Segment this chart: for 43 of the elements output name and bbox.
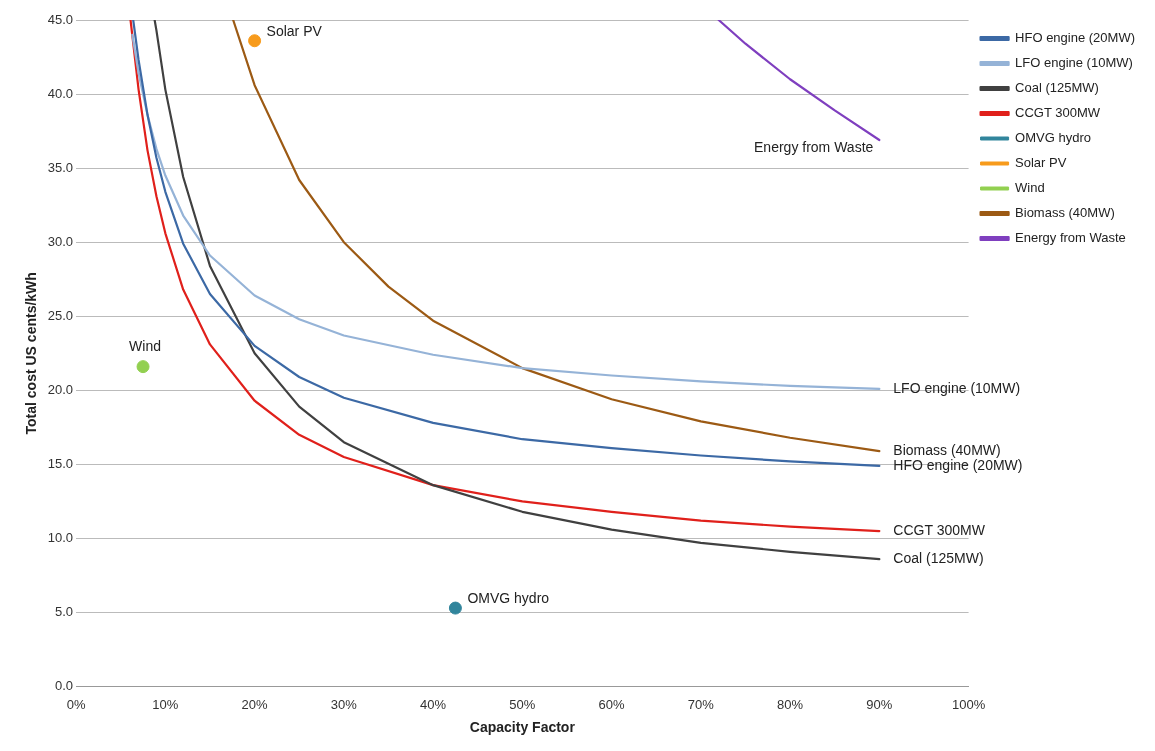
text: CCGT 300MW <box>893 521 985 538</box>
y-tick-label: 30.0 <box>47 233 74 249</box>
x-tick-label: 50% <box>509 696 536 712</box>
y-tick-label: 40.0 <box>47 85 74 101</box>
x-axis-title: Capacity Factor <box>469 719 576 736</box>
x-tick-label: 80% <box>777 696 804 712</box>
x-tick-label: 40% <box>420 696 447 712</box>
text: Solar PV <box>266 22 322 39</box>
y-tick-label: 10.0 <box>47 530 74 546</box>
point <box>448 601 462 615</box>
y-tick-label: 45.0 <box>47 11 74 27</box>
legend-label: HFO engine (20MW) <box>1015 30 1135 46</box>
text: Biomass (40MW) <box>893 441 1001 458</box>
point <box>248 34 262 48</box>
x-tick-label: 30% <box>330 696 358 712</box>
legend-label: Biomass (40MW) <box>1015 205 1115 221</box>
legend-label: LFO engine (10MW) <box>1015 55 1133 71</box>
y-tick-label: 35.0 <box>47 159 74 175</box>
x-tick-label: 90% <box>866 696 893 712</box>
text: Energy from Waste <box>754 138 874 155</box>
x-tick-label: 100% <box>951 696 986 712</box>
x-tick-label: 70% <box>687 696 715 712</box>
y-tick-label: 0.0 <box>55 678 74 694</box>
legend-label: Solar PV <box>1015 155 1067 171</box>
legend-label: OMVG hydro <box>1015 130 1091 146</box>
legend-label: Coal (125MW) <box>1015 80 1099 96</box>
y-tick-label: 20.0 <box>47 381 74 397</box>
y-axis-title: Total cost US cents/kWh <box>23 272 40 435</box>
legend-label: Energy from Waste <box>1015 230 1126 246</box>
x-tick-label: 60% <box>598 696 626 712</box>
legend-label: CCGT 300MW <box>1015 105 1101 121</box>
legend-label: Wind <box>1015 180 1045 196</box>
y-tick-label: 25.0 <box>47 307 74 323</box>
text: Wind <box>129 338 161 355</box>
text: OMVG hydro <box>467 589 550 606</box>
text: Coal (125MW) <box>893 550 984 567</box>
x-tick-label: 0% <box>66 696 86 712</box>
point <box>136 360 150 374</box>
y-tick-label: 5.0 <box>55 604 74 620</box>
text: LFO engine (10MW) <box>893 379 1021 396</box>
x-tick-label: 20% <box>241 696 269 712</box>
x-tick-label: 10% <box>152 696 179 712</box>
y-tick-label: 15.0 <box>47 455 74 471</box>
